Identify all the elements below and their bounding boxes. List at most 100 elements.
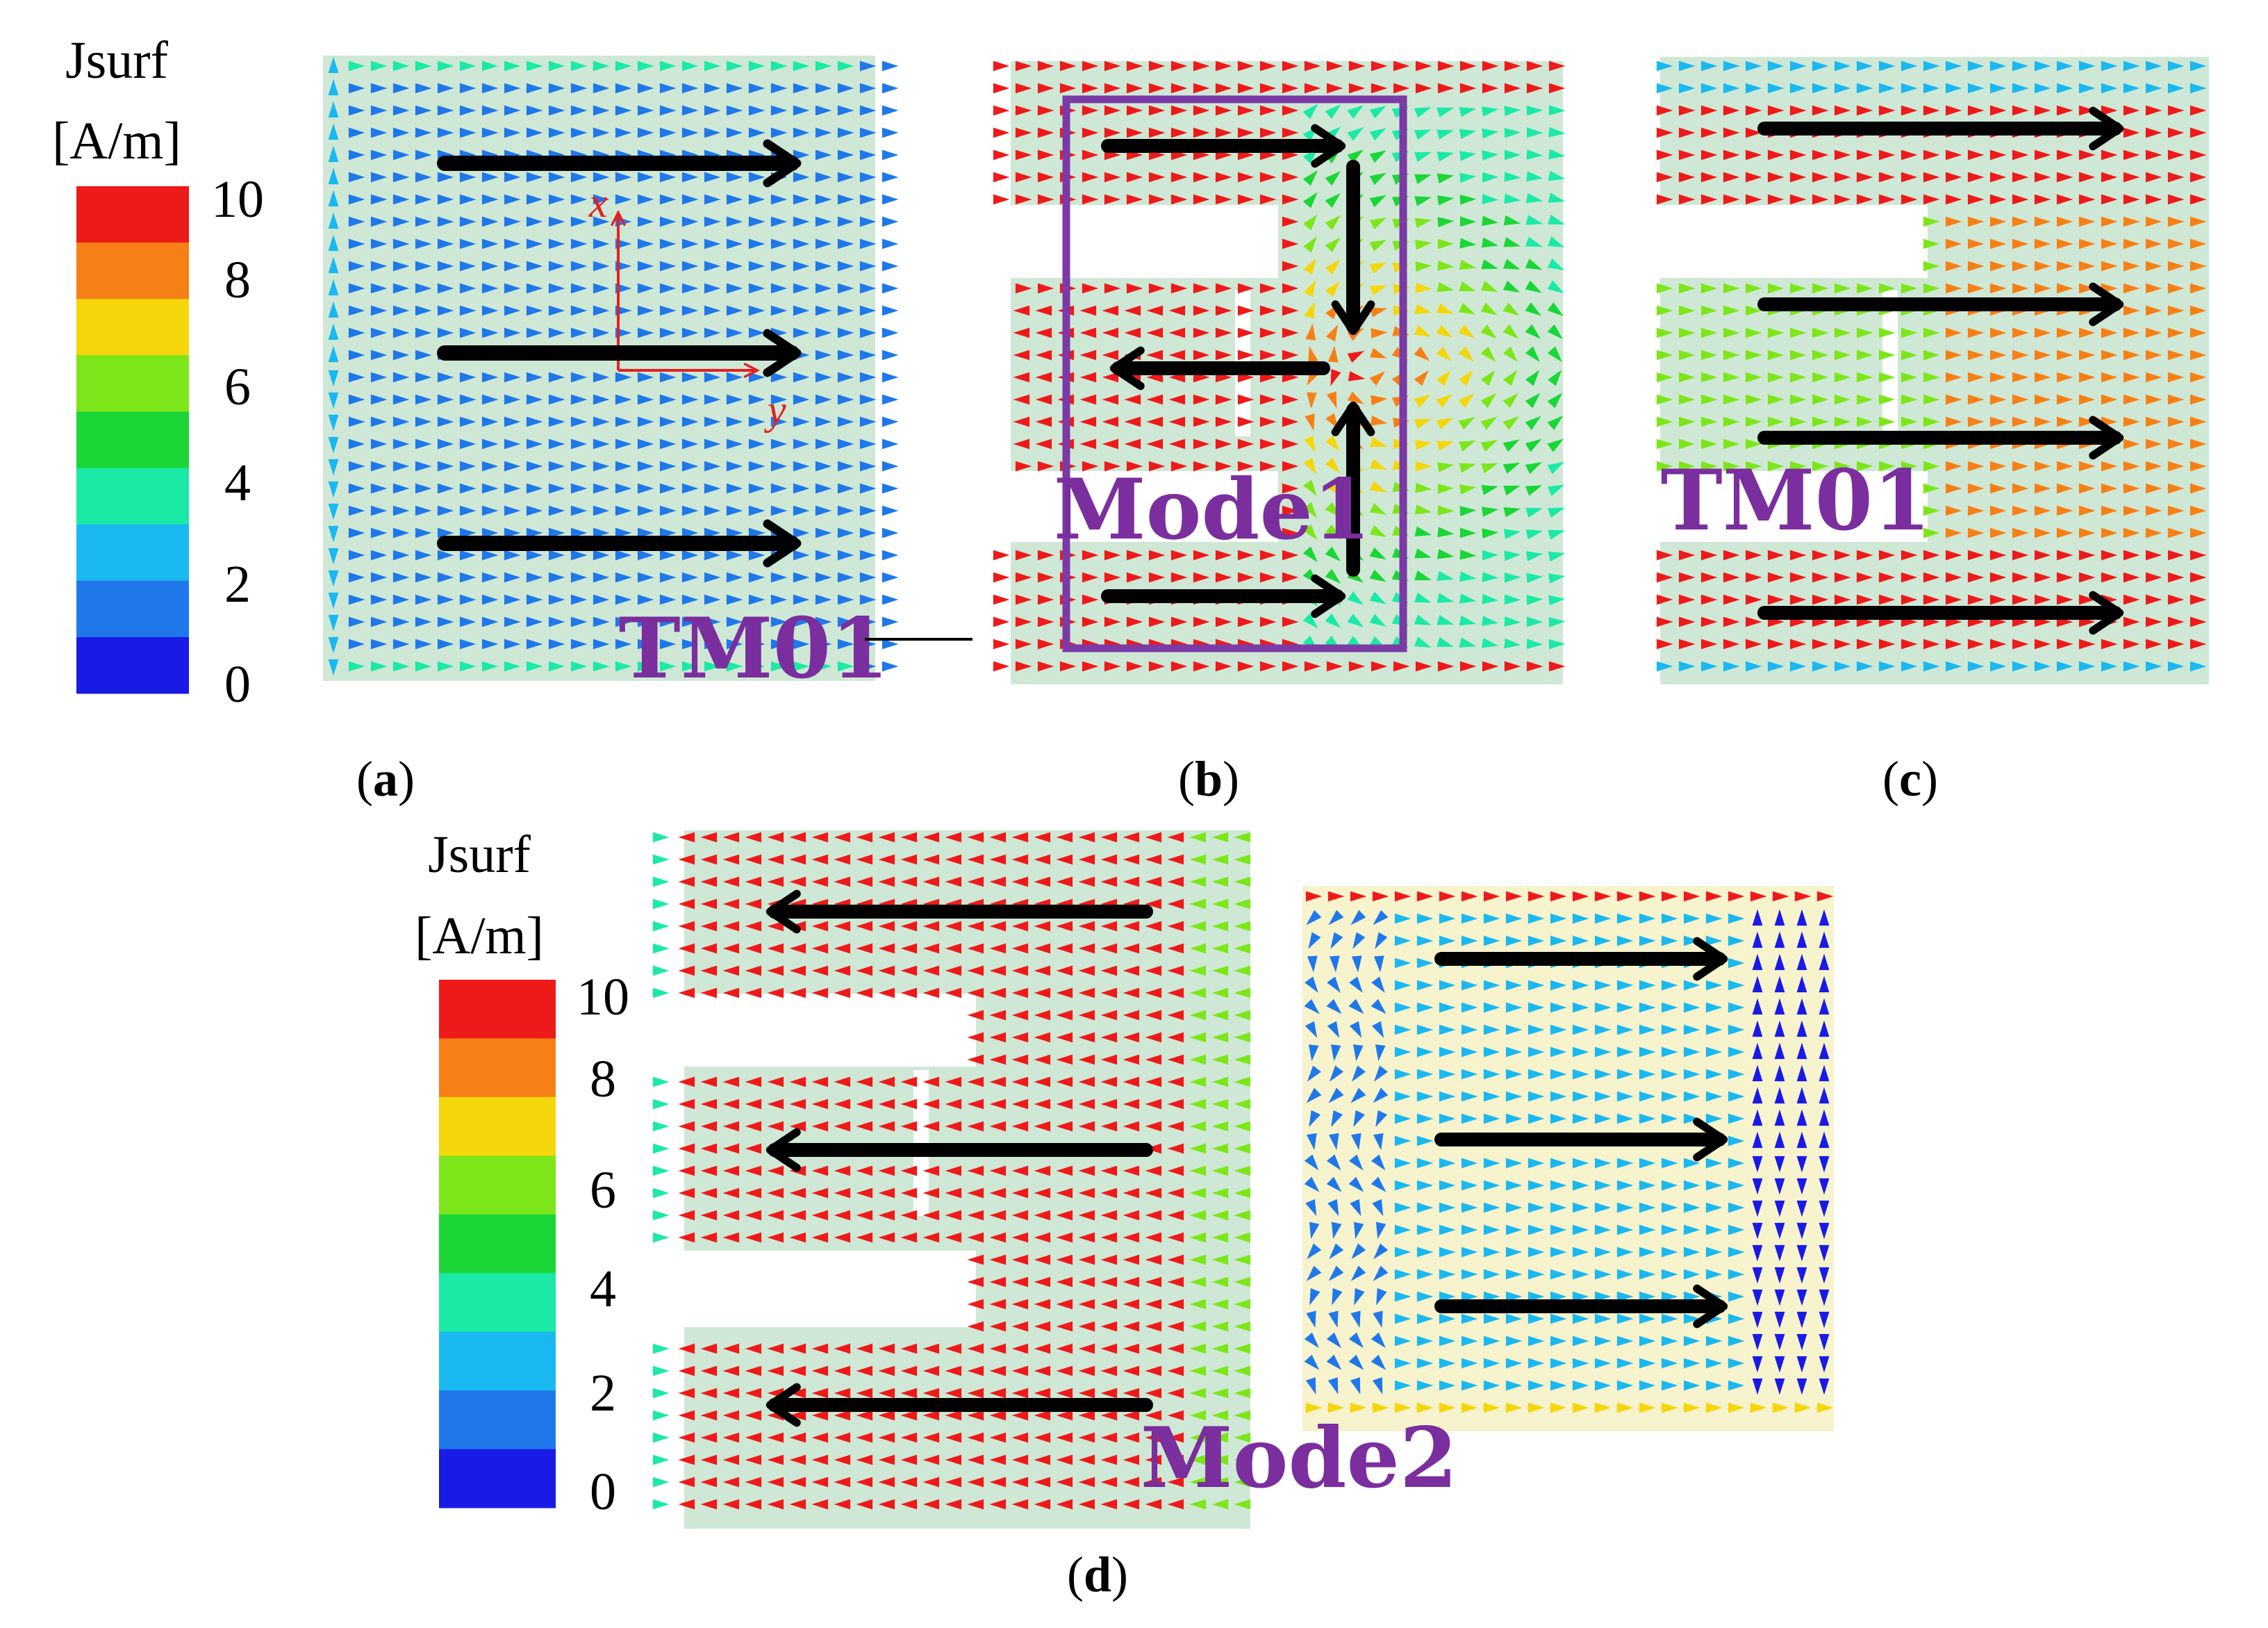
field-vector [328,614,339,632]
current-vector-field-left [652,832,1251,1510]
field-vector [793,305,810,316]
field-vector [989,1365,1007,1376]
field-vector [1193,105,1210,116]
field-vector [1504,550,1521,561]
field-vector [1480,393,1496,409]
field-vector [1079,394,1097,405]
field-vector [1989,527,2007,538]
field-vector [1901,194,1918,205]
field-vector [856,1343,873,1354]
field-vector [1767,105,1785,116]
field-vector [1100,1121,1118,1132]
field-vector [370,661,388,672]
field-vector [570,438,588,450]
field-vector [659,616,677,627]
field-vector [726,394,743,405]
field-vector [1812,172,1829,183]
field-vector [700,1210,718,1221]
field-vector [504,505,521,516]
field-vector [1394,1358,1412,1369]
field-vector [1572,913,1589,924]
field-vector [681,194,699,205]
field-vector [1661,1224,1678,1235]
field-vector [859,149,877,161]
field-vector [1015,60,1032,72]
field-vector [659,394,677,405]
field-vector [1752,909,1763,926]
field-vector [1767,327,1785,338]
field-vector [652,1388,670,1399]
field-vector [945,1165,962,1176]
field-vector [2145,172,2162,183]
field-vector [2167,327,2185,338]
field-vector [1414,217,1432,229]
field-vector [481,372,499,383]
field-vector [745,1410,762,1421]
field-vector [878,1232,895,1243]
field-vector [1482,172,1499,183]
field-vector [1011,1343,1029,1354]
field-vector [770,283,788,294]
field-vector [700,876,718,887]
field-vector [437,327,454,338]
field-vector [1079,327,1097,338]
field-vector [1416,1247,1434,1258]
field-vector [2056,216,2074,227]
field-vector [856,1477,873,1488]
field-vector [1211,832,1229,843]
field-vector [652,1165,670,1176]
field-vector [1394,1402,1412,1413]
field-vector [328,392,339,409]
field-vector [1548,507,1565,518]
field-vector [1705,1224,1723,1235]
field-vector [722,1187,740,1199]
field-vector [2145,572,2162,583]
field-vector [856,1410,873,1421]
field-vector [1439,1224,1456,1235]
field-vector [1034,1365,1051,1376]
field-vector [1789,149,1807,161]
field-vector [1525,393,1541,409]
field-vector [1167,1410,1184,1421]
field-vector [1394,980,1412,991]
field-vector [1752,1200,1763,1217]
field-vector [1304,1354,1320,1370]
field-vector [1372,1402,1389,1413]
field-vector [1439,1335,1456,1347]
field-vector [748,172,765,183]
field-vector [1056,1165,1073,1176]
field-vector [548,594,565,605]
field-vector [1234,1165,1251,1176]
field-vector [348,105,365,116]
field-vector [1796,953,1807,971]
field-vector [328,503,339,520]
field-vector [745,1165,762,1176]
field-vector [548,194,565,205]
field-vector [1661,1291,1678,1302]
field-vector [526,394,543,405]
field-vector [704,238,721,249]
field-vector [1082,60,1099,72]
field-vector [722,1454,740,1465]
field-vector [815,216,832,227]
field-vector [748,438,765,450]
field-vector [793,105,810,116]
field-vector [2123,105,2140,116]
field-vector [1639,1291,1656,1302]
field-vector [748,461,765,472]
field-vector [1728,913,1745,924]
field-vector [1923,639,1940,650]
field-vector [1856,172,1873,183]
field-vector [1616,1335,1634,1347]
field-vector [1550,1402,1567,1413]
field-vector [1526,171,1543,182]
field-vector [1923,216,1940,227]
field-vector [1123,1343,1140,1354]
field-vector [2167,572,2185,583]
field-vector [370,372,388,383]
field-vector [922,1499,940,1510]
field-vector [1683,935,1700,946]
field-vector [1752,1267,1763,1284]
field-vector [1767,550,1785,561]
field-vector [459,216,477,227]
